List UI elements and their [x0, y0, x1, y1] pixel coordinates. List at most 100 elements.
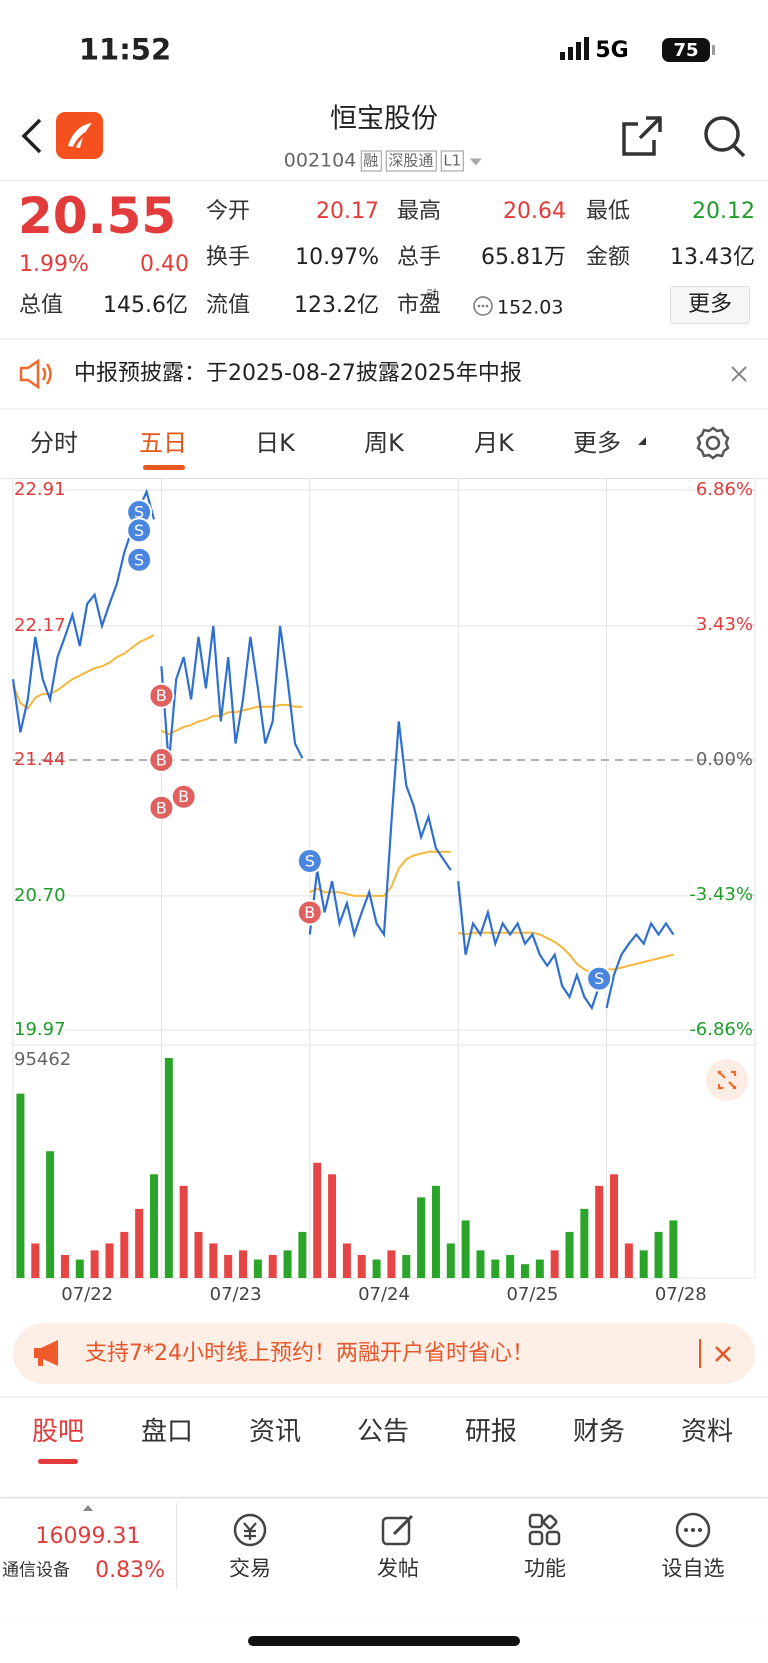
- section-tab[interactable]: 股吧: [31, 1417, 85, 1447]
- section-underline: [38, 1459, 78, 1464]
- field-label: 市盈: [397, 293, 442, 318]
- chart-tab[interactable]: 更多: [573, 429, 621, 457]
- volume-bar: [16, 1093, 25, 1278]
- trade-marker: [148, 747, 175, 773]
- banner-text[interactable]: 支持7*24小时线上预约！两融开户省时省心！: [85, 1341, 534, 1366]
- info-icon[interactable]: [472, 295, 494, 317]
- volume-tick-label: 95462: [14, 1049, 71, 1070]
- field-value: 13.43亿: [670, 245, 755, 270]
- volume-bar: [535, 1259, 544, 1278]
- back-button[interactable]: [18, 116, 48, 156]
- field-value: 20.64: [503, 199, 566, 224]
- sector-name: 通信设备: [2, 1560, 70, 1581]
- volume-bar: [283, 1250, 292, 1278]
- volume-bar: [520, 1264, 529, 1278]
- close-notice[interactable]: [730, 365, 748, 383]
- nav-icon[interactable]: [673, 1510, 713, 1550]
- chart-tab[interactable]: 分时: [30, 429, 78, 457]
- x-tick-label: 07/24: [358, 1284, 410, 1305]
- index-value[interactable]: 16099.31: [35, 1524, 141, 1549]
- promo-banner[interactable]: [13, 1323, 755, 1384]
- volume-bar: [268, 1254, 277, 1278]
- volume-bar: [669, 1220, 678, 1278]
- y-tick-label: 22.17: [14, 615, 66, 636]
- y2-tick-label: -3.43%: [689, 884, 753, 905]
- banner-divider: [699, 1339, 701, 1368]
- sector-pct: 0.83%: [95, 1558, 165, 1583]
- settings-button[interactable]: [696, 426, 730, 460]
- trade-marker-label: S: [594, 969, 604, 988]
- search-button[interactable]: [702, 114, 748, 160]
- volume-bar: [402, 1254, 411, 1278]
- volume-bar: [461, 1220, 470, 1278]
- y2-tick-label: -6.86%: [689, 1019, 753, 1040]
- chart-tab[interactable]: 周K: [364, 429, 404, 457]
- tab-more-arrow: [638, 437, 646, 445]
- field-label: 流值: [206, 293, 251, 318]
- field-value: 65.81万: [481, 245, 566, 270]
- volume-bar: [135, 1208, 144, 1278]
- megaphone-icon: [34, 1340, 58, 1366]
- tag: L1: [440, 150, 465, 172]
- y-tick-label: 20.70: [14, 885, 66, 906]
- nav-icon[interactable]: [378, 1510, 418, 1550]
- volume-bar: [313, 1162, 322, 1278]
- trade-marker-label: B: [156, 686, 167, 705]
- volume-bar: [654, 1231, 663, 1278]
- trade-marker: [296, 899, 323, 926]
- section-tab[interactable]: 盘口: [140, 1417, 194, 1447]
- volume-bar: [224, 1254, 233, 1278]
- trade-marker-label: S: [134, 550, 144, 569]
- volume-bar: [357, 1254, 366, 1278]
- section-tab[interactable]: 研报: [464, 1417, 518, 1447]
- y2-tick-label: 3.43%: [696, 614, 753, 635]
- share-button[interactable]: [620, 114, 664, 158]
- dropdown[interactable]: [468, 156, 484, 166]
- nav-icon[interactable]: [525, 1510, 565, 1550]
- field-label: 今开: [206, 199, 251, 224]
- volume-bar: [491, 1259, 500, 1278]
- y-tick-label: 21.44: [14, 749, 66, 770]
- field-label: 换手: [206, 245, 251, 270]
- volume-bar: [446, 1243, 455, 1278]
- volume-bar: [60, 1254, 69, 1278]
- volume-bar: [179, 1185, 188, 1278]
- nav-label[interactable]: 发帖: [377, 1556, 419, 1581]
- volume-bar: [253, 1259, 262, 1278]
- stock-name: 恒宝股份: [330, 103, 438, 135]
- nav-icon[interactable]: [230, 1510, 270, 1550]
- notice-text: 中报预披露：于2025-08-27披露2025年中报: [74, 361, 522, 386]
- chart-tab[interactable]: 日K: [255, 429, 295, 457]
- field-value: 20.17: [316, 199, 379, 224]
- nav-label[interactable]: 设自选: [661, 1556, 725, 1581]
- x-tick-label: 07/22: [61, 1284, 113, 1305]
- nav-label[interactable]: 功能: [524, 1556, 566, 1581]
- volume-bar: [431, 1185, 440, 1278]
- section-tab[interactable]: 资料: [680, 1417, 734, 1447]
- network: 5G: [595, 38, 628, 63]
- volume-bar: [239, 1250, 248, 1278]
- y2-tick-label: 6.86%: [696, 479, 753, 500]
- more-button[interactable]: 更多: [670, 286, 750, 324]
- expand-button[interactable]: [705, 1058, 749, 1102]
- nav-label[interactable]: 交易: [229, 1556, 271, 1581]
- chart-tab[interactable]: 月K: [474, 429, 514, 457]
- section-tab[interactable]: 财务: [572, 1417, 626, 1447]
- field-label: 最高: [397, 199, 442, 224]
- field-label: 最低: [586, 199, 631, 224]
- banner-close[interactable]: [714, 1345, 732, 1363]
- chart-tab[interactable]: 五日: [139, 429, 187, 457]
- section-tab[interactable]: 公告: [356, 1417, 410, 1447]
- stock-code: 002104: [283, 149, 357, 172]
- speaker-icon: [19, 358, 52, 390]
- status-icons: 5G 75: [560, 37, 715, 63]
- volume-bar: [624, 1243, 633, 1278]
- trade-marker-label: S: [134, 521, 144, 540]
- section-tab[interactable]: 资讯: [248, 1417, 302, 1447]
- home-indicator: [248, 1636, 520, 1646]
- volume-bar: [31, 1243, 40, 1278]
- volume-bar: [209, 1243, 218, 1278]
- field-value: 152.03: [497, 296, 564, 319]
- tag: 融: [360, 150, 382, 172]
